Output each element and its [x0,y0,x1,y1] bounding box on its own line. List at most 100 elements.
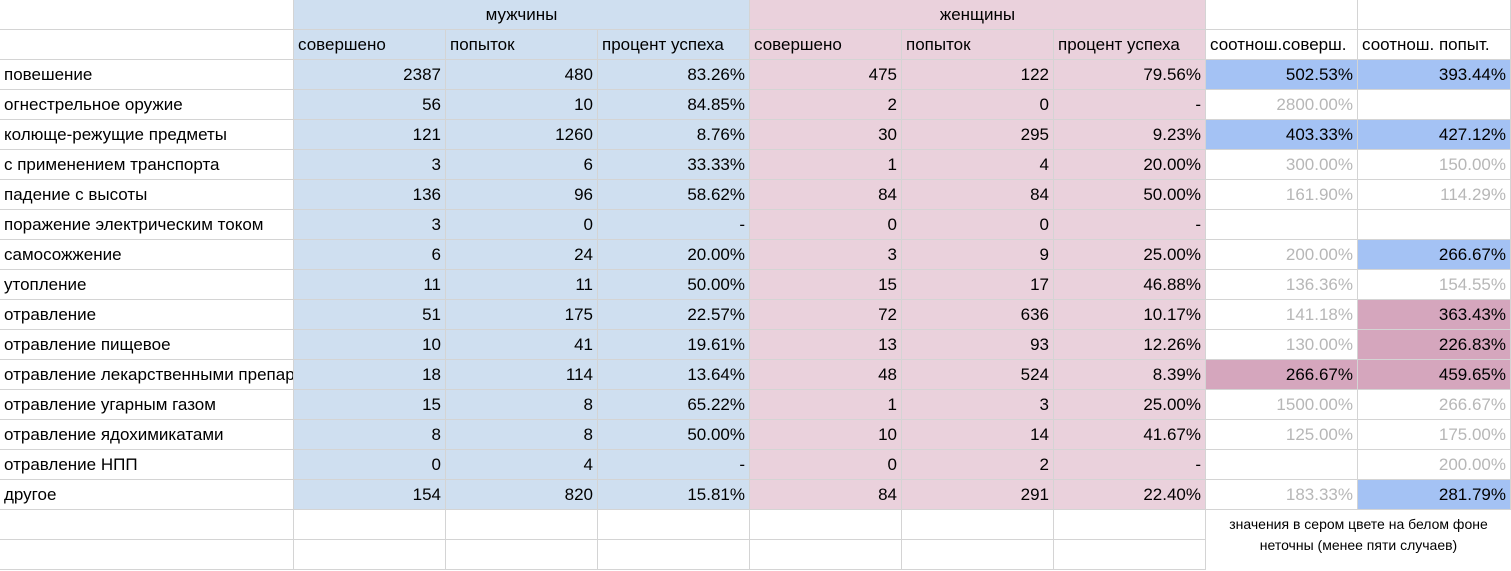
cell-empty[interactable] [1358,0,1511,30]
men-committed-cell[interactable]: 0 [294,450,446,480]
men-success-cell[interactable]: 20.00% [598,240,750,270]
men-committed-cell[interactable]: 136 [294,180,446,210]
ratio-committed-cell[interactable]: 161.90% [1206,180,1358,210]
men-attempts-cell[interactable]: 41 [446,330,598,360]
cell-empty[interactable] [902,510,1054,540]
women-success-cell[interactable]: 25.00% [1054,390,1206,420]
ratio-committed-cell[interactable]: 266.67% [1206,360,1358,390]
women-group-header[interactable]: женщины [750,0,1206,30]
cell-empty[interactable] [446,510,598,540]
women-success-cell[interactable]: 12.26% [1054,330,1206,360]
men-committed-header[interactable]: совершено [294,30,446,60]
women-success-cell[interactable]: 8.39% [1054,360,1206,390]
women-attempts-cell[interactable]: 636 [902,300,1054,330]
cell-empty[interactable] [1054,510,1206,540]
row-label[interactable]: колюще-режущие предметы [0,120,294,150]
men-success-cell[interactable]: 33.33% [598,150,750,180]
women-success-cell[interactable]: - [1054,90,1206,120]
ratio-committed-cell[interactable]: 136.36% [1206,270,1358,300]
men-attempts-cell[interactable]: 175 [446,300,598,330]
women-attempts-cell[interactable]: 14 [902,420,1054,450]
men-attempts-cell[interactable]: 4 [446,450,598,480]
women-attempts-header[interactable]: попыток [902,30,1054,60]
cell-empty[interactable] [750,510,902,540]
ratio-committed-header[interactable]: соотнош.соверш. [1206,30,1358,60]
women-success-cell[interactable]: 50.00% [1054,180,1206,210]
row-label[interactable]: повешение [0,60,294,90]
ratio-committed-cell[interactable] [1206,210,1358,240]
ratio-committed-cell[interactable]: 200.00% [1206,240,1358,270]
cell-empty[interactable] [1054,540,1206,570]
women-committed-cell[interactable]: 84 [750,180,902,210]
men-success-cell[interactable]: 84.85% [598,90,750,120]
women-attempts-cell[interactable]: 84 [902,180,1054,210]
women-committed-cell[interactable]: 475 [750,60,902,90]
women-committed-cell[interactable]: 84 [750,480,902,510]
women-committed-cell[interactable]: 48 [750,360,902,390]
row-label[interactable]: отравление ядохимикатами [0,420,294,450]
men-attempts-cell[interactable]: 820 [446,480,598,510]
women-success-cell[interactable]: 9.23% [1054,120,1206,150]
ratio-committed-cell[interactable]: 130.00% [1206,330,1358,360]
men-success-cell[interactable]: 8.76% [598,120,750,150]
men-committed-cell[interactable]: 2387 [294,60,446,90]
row-label[interactable]: другое [0,480,294,510]
women-success-cell[interactable]: 25.00% [1054,240,1206,270]
cell-empty[interactable] [0,30,294,60]
women-success-cell[interactable]: 46.88% [1054,270,1206,300]
ratio-attempts-cell[interactable]: 154.55% [1358,270,1511,300]
men-committed-cell[interactable]: 154 [294,480,446,510]
cell-empty[interactable] [1206,0,1358,30]
women-committed-cell[interactable]: 1 [750,390,902,420]
men-committed-cell[interactable]: 10 [294,330,446,360]
men-success-cell[interactable]: 13.64% [598,360,750,390]
women-success-cell[interactable]: 22.40% [1054,480,1206,510]
men-committed-cell[interactable]: 3 [294,150,446,180]
ratio-attempts-cell[interactable] [1358,90,1511,120]
men-attempts-cell[interactable]: 96 [446,180,598,210]
ratio-committed-cell[interactable]: 1500.00% [1206,390,1358,420]
women-attempts-cell[interactable]: 93 [902,330,1054,360]
row-label[interactable]: утопление [0,270,294,300]
men-attempts-cell[interactable]: 480 [446,60,598,90]
women-committed-cell[interactable]: 3 [750,240,902,270]
men-attempts-cell[interactable]: 114 [446,360,598,390]
ratio-attempts-cell[interactable]: 175.00% [1358,420,1511,450]
row-label[interactable]: с применением транспорта [0,150,294,180]
men-success-cell[interactable]: 19.61% [598,330,750,360]
women-committed-cell[interactable]: 10 [750,420,902,450]
men-attempts-cell[interactable]: 1260 [446,120,598,150]
ratio-attempts-cell[interactable]: 114.29% [1358,180,1511,210]
ratio-attempts-header[interactable]: соотнош. попыт. [1358,30,1511,60]
women-attempts-cell[interactable]: 0 [902,210,1054,240]
men-success-cell[interactable]: 22.57% [598,300,750,330]
women-committed-cell[interactable]: 1 [750,150,902,180]
row-label[interactable]: отравление пищевое [0,330,294,360]
cell-empty[interactable] [598,540,750,570]
women-success-header[interactable]: процент успеха [1054,30,1206,60]
men-attempts-header[interactable]: попыток [446,30,598,60]
ratio-committed-cell[interactable] [1206,450,1358,480]
row-label[interactable]: отравление НПП [0,450,294,480]
women-committed-cell[interactable]: 30 [750,120,902,150]
women-attempts-cell[interactable]: 122 [902,60,1054,90]
men-attempts-cell[interactable]: 11 [446,270,598,300]
cell-empty[interactable] [294,510,446,540]
women-success-cell[interactable]: 41.67% [1054,420,1206,450]
men-attempts-cell[interactable]: 0 [446,210,598,240]
row-label[interactable]: отравление лекарственными препаратами [0,360,294,390]
row-label[interactable]: огнестрельное оружие [0,90,294,120]
cell-empty[interactable] [0,540,294,570]
men-committed-cell[interactable]: 11 [294,270,446,300]
men-committed-cell[interactable]: 121 [294,120,446,150]
women-committed-cell[interactable]: 72 [750,300,902,330]
ratio-committed-cell[interactable]: 403.33% [1206,120,1358,150]
women-attempts-cell[interactable]: 4 [902,150,1054,180]
cell-empty[interactable] [598,510,750,540]
men-success-cell[interactable]: 50.00% [598,420,750,450]
women-committed-cell[interactable]: 0 [750,450,902,480]
women-committed-cell[interactable]: 0 [750,210,902,240]
men-success-header[interactable]: процент успеха [598,30,750,60]
men-committed-cell[interactable]: 8 [294,420,446,450]
women-committed-cell[interactable]: 13 [750,330,902,360]
